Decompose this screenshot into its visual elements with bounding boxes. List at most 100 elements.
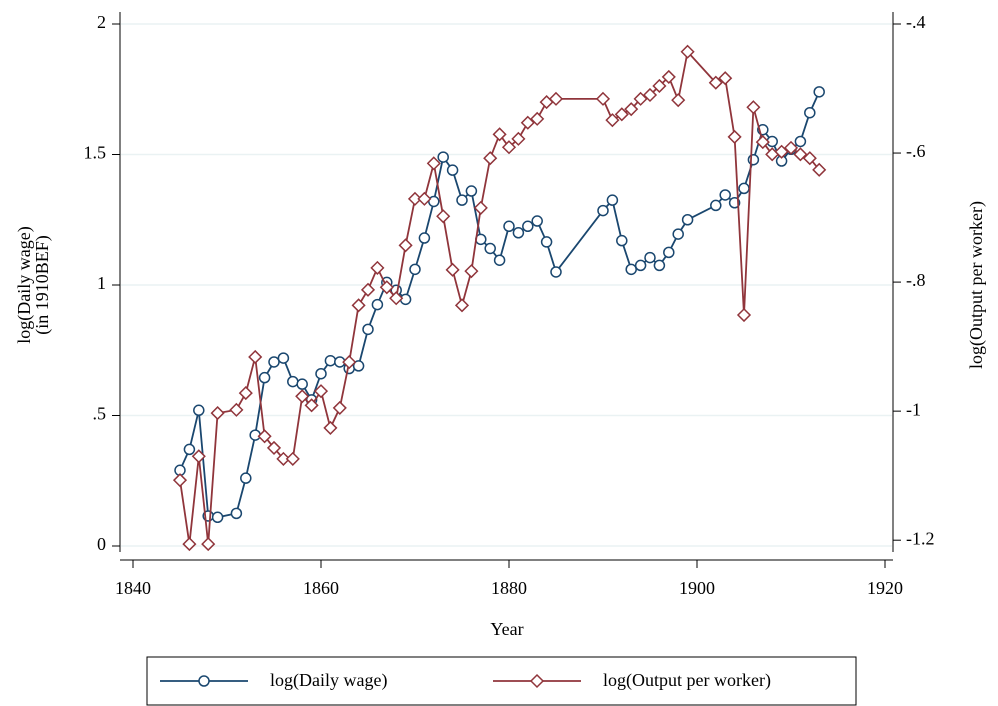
marker <box>266 440 282 455</box>
marker <box>473 200 488 215</box>
marker <box>718 71 733 86</box>
marker <box>802 151 817 166</box>
marker <box>258 371 271 384</box>
marker <box>642 87 658 103</box>
marker <box>257 429 272 444</box>
marker <box>193 404 205 417</box>
marker <box>680 44 695 59</box>
marker <box>597 204 609 217</box>
marker <box>465 185 478 197</box>
marker <box>530 111 545 126</box>
marker <box>342 355 357 370</box>
marker <box>755 135 770 150</box>
y-tick-label: .5 <box>93 404 107 424</box>
marker <box>595 91 611 106</box>
marker <box>210 406 225 421</box>
marker <box>531 215 543 227</box>
marker <box>276 451 291 466</box>
x-tick-label: 1900 <box>679 578 715 598</box>
marker <box>813 86 825 98</box>
marker <box>315 367 327 380</box>
y-tick-label: 1.5 <box>84 143 107 163</box>
marker <box>198 675 210 687</box>
marker <box>418 232 431 244</box>
marker <box>285 451 300 466</box>
marker <box>240 472 252 484</box>
marker <box>624 102 639 117</box>
marker <box>211 511 224 524</box>
y-tick-label: 0 <box>97 534 106 554</box>
marker <box>277 352 290 364</box>
marker <box>644 251 656 264</box>
marker <box>248 349 263 365</box>
marker <box>661 69 676 84</box>
marker <box>681 214 694 226</box>
marker <box>484 242 496 255</box>
marker <box>229 402 244 417</box>
marker <box>437 151 449 163</box>
marker <box>172 473 188 488</box>
marker <box>492 127 507 142</box>
marker <box>230 507 243 520</box>
marker <box>362 323 374 336</box>
y2-tick-label: -.4 <box>906 12 926 32</box>
x-tick-label: 1860 <box>303 578 339 598</box>
marker <box>332 400 347 415</box>
marker <box>324 354 337 367</box>
marker <box>352 360 365 372</box>
marker <box>409 263 421 276</box>
marker <box>296 378 308 390</box>
marker <box>812 162 827 177</box>
marker <box>550 266 562 278</box>
marker <box>747 153 760 166</box>
legend-label: log(Output per worker) <box>603 670 771 691</box>
x-tick-label: 1920 <box>867 578 903 598</box>
marker <box>540 236 553 248</box>
x-tick-label: 1840 <box>115 578 151 598</box>
marker <box>183 443 196 456</box>
marker <box>417 191 432 206</box>
marker <box>529 673 545 689</box>
marker <box>436 209 451 224</box>
y2-tick-label: -.8 <box>906 270 926 290</box>
marker <box>371 298 384 311</box>
marker <box>616 234 628 247</box>
marker <box>182 537 197 552</box>
y2-axis-label: log(Output per worker) <box>966 201 987 369</box>
marker <box>323 420 338 435</box>
marker <box>351 298 366 313</box>
marker <box>652 78 667 94</box>
marker <box>445 262 460 277</box>
marker <box>379 280 394 295</box>
marker <box>501 140 517 155</box>
marker <box>746 100 761 115</box>
marker <box>511 131 526 146</box>
marker <box>804 106 816 119</box>
marker <box>663 246 675 259</box>
marker <box>606 194 619 206</box>
marker <box>426 156 441 171</box>
x-axis-label: Year <box>490 619 523 639</box>
marker <box>672 228 684 240</box>
marker <box>671 93 686 108</box>
marker <box>313 384 329 399</box>
marker <box>710 199 722 212</box>
marker <box>727 129 742 144</box>
marker <box>774 144 789 159</box>
marker <box>736 307 752 323</box>
marker <box>708 75 723 90</box>
marker <box>483 151 498 166</box>
marker <box>370 260 385 275</box>
marker <box>287 375 299 388</box>
marker <box>398 238 413 253</box>
y-axis-label: (in 1910BEF) <box>32 235 53 335</box>
marker <box>522 220 534 233</box>
marker <box>238 386 253 401</box>
marker <box>633 91 648 106</box>
marker <box>249 429 261 441</box>
y2-tick-label: -1.2 <box>906 528 935 548</box>
marker <box>793 147 808 162</box>
marker <box>520 115 535 130</box>
y-axis-label: log(Daily wage) <box>14 226 35 343</box>
